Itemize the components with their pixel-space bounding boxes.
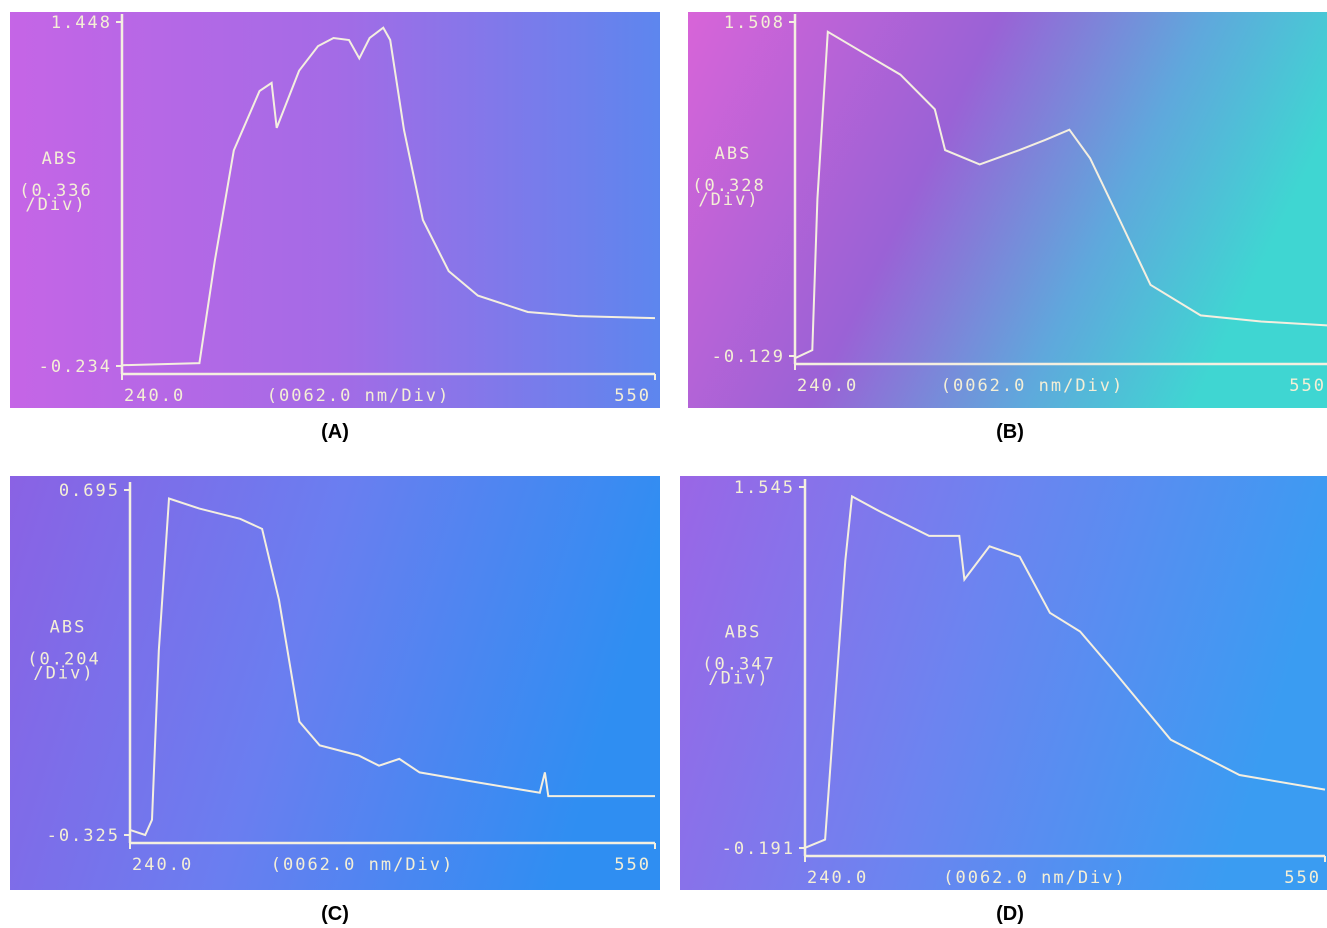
screen <box>10 12 660 408</box>
panel-caption: (C) <box>321 903 349 925</box>
y-tick-label: 1.545 <box>734 478 795 498</box>
y-tick-label: 0.695 <box>59 481 120 501</box>
screen <box>10 476 660 890</box>
panel-caption: (D) <box>996 903 1024 925</box>
spectrum-line <box>121 26 656 367</box>
x-tick-label: 240.0 <box>132 855 193 875</box>
y-div-label: (0.336 <box>19 181 92 201</box>
x-tick-label: 240.0 <box>807 868 868 888</box>
y-tick-label: 1.448 <box>51 13 112 33</box>
y-tick-label: -0.129 <box>712 347 785 367</box>
y-div-label: /Div) <box>25 195 86 215</box>
spectrum-line <box>794 30 1327 360</box>
y-axis-label: ABS <box>42 149 79 169</box>
x-tick-label: 550 <box>614 386 651 406</box>
y-axis-label: ABS <box>715 144 752 164</box>
y-div-label: (0.328 <box>692 176 765 196</box>
y-axis-label: ABS <box>725 623 762 643</box>
y-div-label: /Div) <box>698 190 759 210</box>
x-axis-label: (0062.0 nm/Div) <box>943 868 1127 888</box>
y-div-label: (0.204 <box>27 650 100 670</box>
x-axis-label: (0062.0 nm/Div) <box>267 386 451 406</box>
x-tick-label: 550 <box>1284 868 1321 888</box>
x-tick-label: 240.0 <box>124 386 185 406</box>
x-axis-label: (0062.0 nm/Div) <box>271 855 455 875</box>
x-tick-label: 550 <box>614 855 651 875</box>
y-tick-label: -0.234 <box>39 357 112 377</box>
y-axis-label: ABS <box>50 618 87 638</box>
x-axis-label: (0062.0 nm/Div) <box>941 376 1125 396</box>
spectrum-line <box>129 497 655 837</box>
y-div-label: (0.347 <box>702 655 775 675</box>
panel-caption: (A) <box>321 421 349 443</box>
panel-caption: (B) <box>996 421 1024 443</box>
y-div-label: /Div) <box>33 664 94 684</box>
y-tick-label: -0.191 <box>722 839 795 859</box>
y-div-label: /Div) <box>708 669 769 689</box>
y-tick-label: -0.325 <box>47 826 120 846</box>
spectrum-line <box>804 494 1326 849</box>
x-tick-label: 240.0 <box>797 376 858 396</box>
x-tick-label: 550 <box>1289 376 1326 396</box>
screen <box>680 476 1327 890</box>
y-tick-label: 1.508 <box>724 13 785 33</box>
